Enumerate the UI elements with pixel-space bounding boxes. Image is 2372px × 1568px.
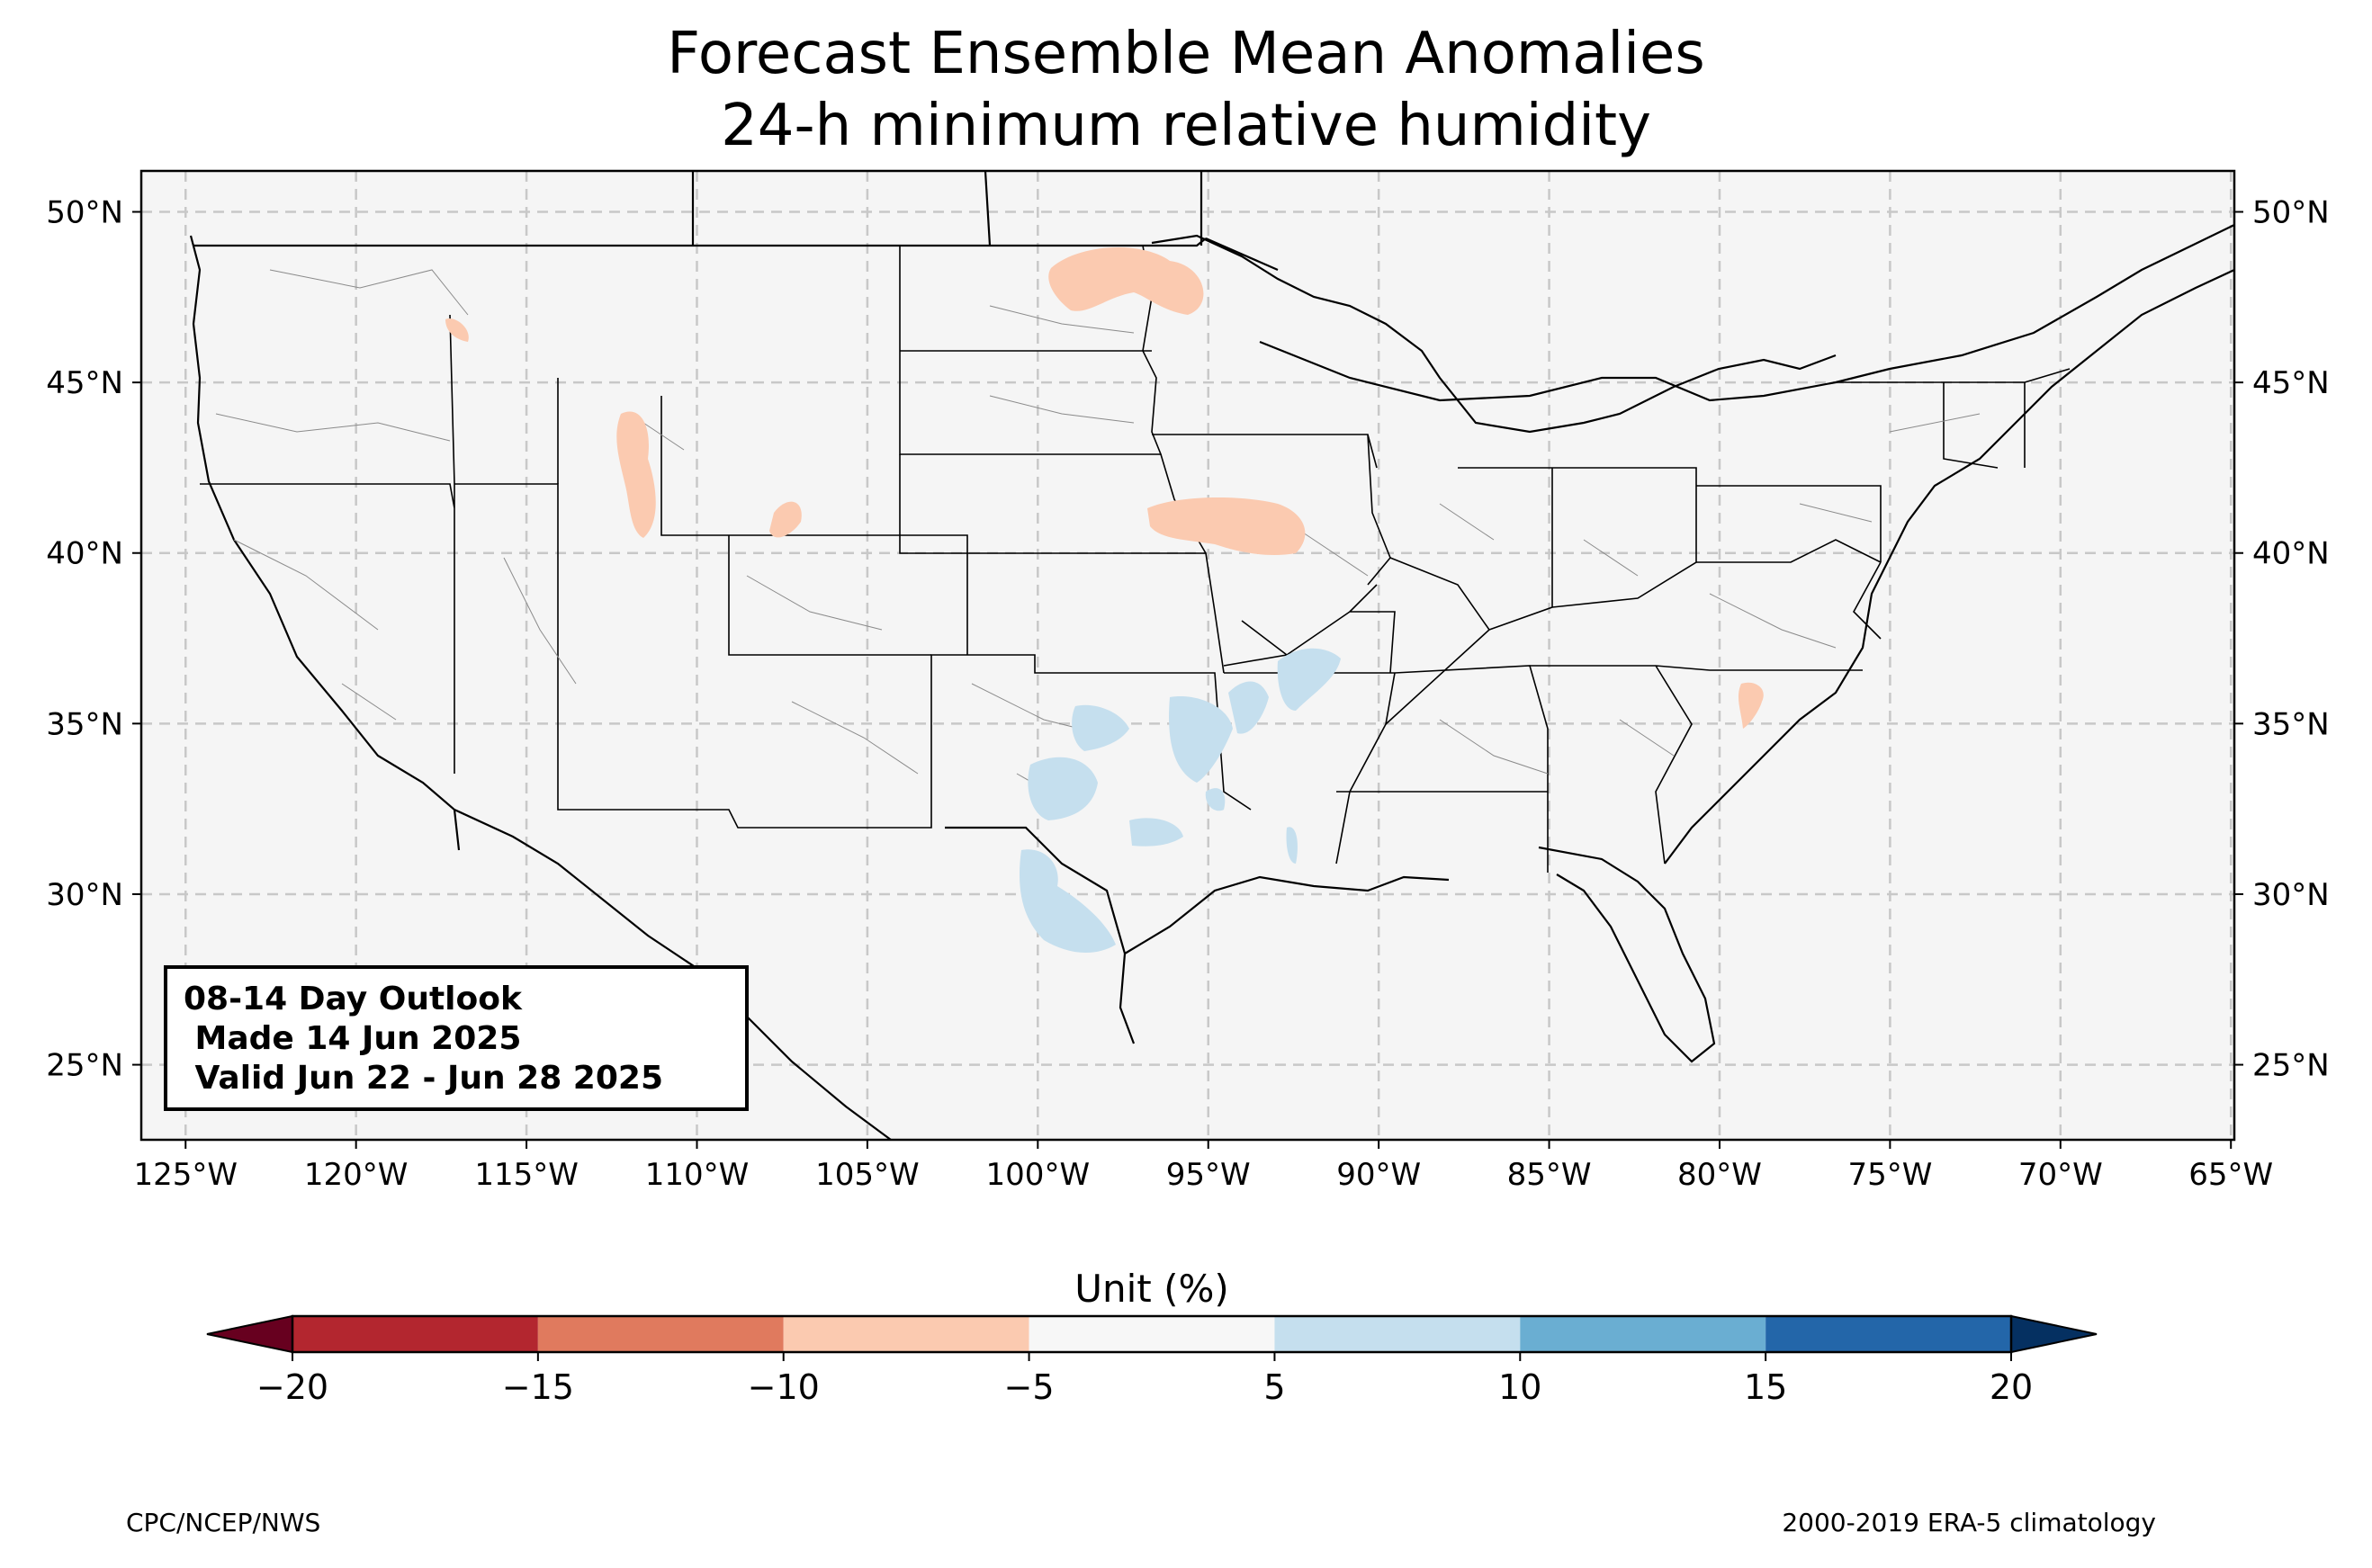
lon-tick-label: 115°W [474,1157,579,1193]
lon-tick-label: 70°W [2018,1157,2103,1193]
lon-tick-label: 85°W [1507,1157,1592,1193]
lat-tick-label-left: 45°N [46,365,123,401]
us-canada-border [193,171,2234,402]
colorbar-tick-label: 15 [1744,1367,1787,1407]
lat-tick-label-left: 40°N [46,536,123,572]
lat-tick-label-left: 35°N [46,706,123,742]
footer-source: CPC/NCEP/NWS [126,1508,321,1537]
map-frame [139,169,2236,1142]
coastline [189,234,2234,1140]
lon-tick-label: 75°W [1847,1157,1932,1193]
moist-anomaly-areas [1019,648,1341,954]
colorbar-segment [1766,1316,2011,1352]
lon-tick-label: 65°W [2188,1157,2273,1193]
lat-tick-label-left: 25°N [46,1048,123,1084]
latitude-ticks: 25°N 25°N 30°N 30°N 35°N 35°N 40°N 40°N 45°N 45°N… [46,195,2329,1084]
colorbar-over-arrow [2010,1314,2098,1354]
colorbar-tick-label: 10 [1498,1367,1541,1407]
lat-tick-label-right: 40°N [2252,536,2330,572]
lat-tick-label-right: 45°N [2252,365,2330,401]
colorbar-segment [1029,1316,1275,1352]
chart-subtitle: 24-h minimum relative humidity [721,93,1651,159]
colorbar-tick-label: 20 [1990,1367,2033,1407]
county-lines [215,269,1981,811]
lat-tick-label-right: 35°N [2252,706,2330,742]
valid-dates: Valid Jun 22 - Jun 28 2025 [184,1060,664,1097]
colorbar-segment [1274,1316,1521,1352]
chart-title: Forecast Ensemble Mean Anomalies [667,21,1705,87]
colorbar-segment [1520,1316,1766,1352]
colorbar-label: Unit (%) [1074,1267,1229,1311]
colorbar-segment [292,1316,538,1352]
lat-tick-label-left: 50°N [46,195,123,231]
colorbar-tick-label: −20 [256,1367,328,1407]
colorbar-frame [291,1314,2013,1354]
lon-tick-label: 90°W [1336,1157,1421,1193]
dry-anomaly-areas [445,247,1764,729]
lon-tick-label: 105°W [815,1157,920,1193]
colorbar-under-arrow [206,1314,293,1354]
lon-tick-label: 125°W [133,1157,238,1193]
colorbar-segment [537,1316,784,1352]
colorbar-tick-label: 5 [1263,1367,1285,1407]
state-borders [200,245,2071,873]
made-date: Made 14 Jun 2025 [184,1020,522,1057]
outlook-info-box: 08-14 Day Outlook Made 14 Jun 2025 Valid… [164,965,749,1111]
lon-tick-label: 95°W [1166,1157,1251,1193]
colorbar-segment [783,1316,1029,1352]
lon-tick-label: 120°W [304,1157,409,1193]
lat-tick-label-right: 30°N [2252,877,2330,913]
lon-tick-label: 110°W [645,1157,750,1193]
outlook-period: 08-14 Day Outlook [184,981,522,1017]
lon-tick-label: 80°W [1677,1157,1762,1193]
colorbar-tick-label: −15 [502,1367,574,1407]
lat-tick-label-left: 30°N [46,877,123,913]
lon-tick-label: 100°W [986,1157,1091,1193]
longitude-ticks: 125°W 120°W 115°W 110°W 105°W 100°W 95°W 90°W 85… [133,1140,2273,1193]
colorbar-tick-label: −5 [1004,1367,1055,1407]
lat-tick-label-right: 50°N [2252,195,2330,231]
lat-tick-label-right: 25°N [2252,1048,2330,1084]
colorbar: −20 −15 −10 −5 5 10 15 20 [206,1314,2098,1407]
footer-climatology: 2000-2019 ERA-5 climatology [1782,1508,2156,1537]
colorbar-tick-label: −10 [748,1367,820,1407]
